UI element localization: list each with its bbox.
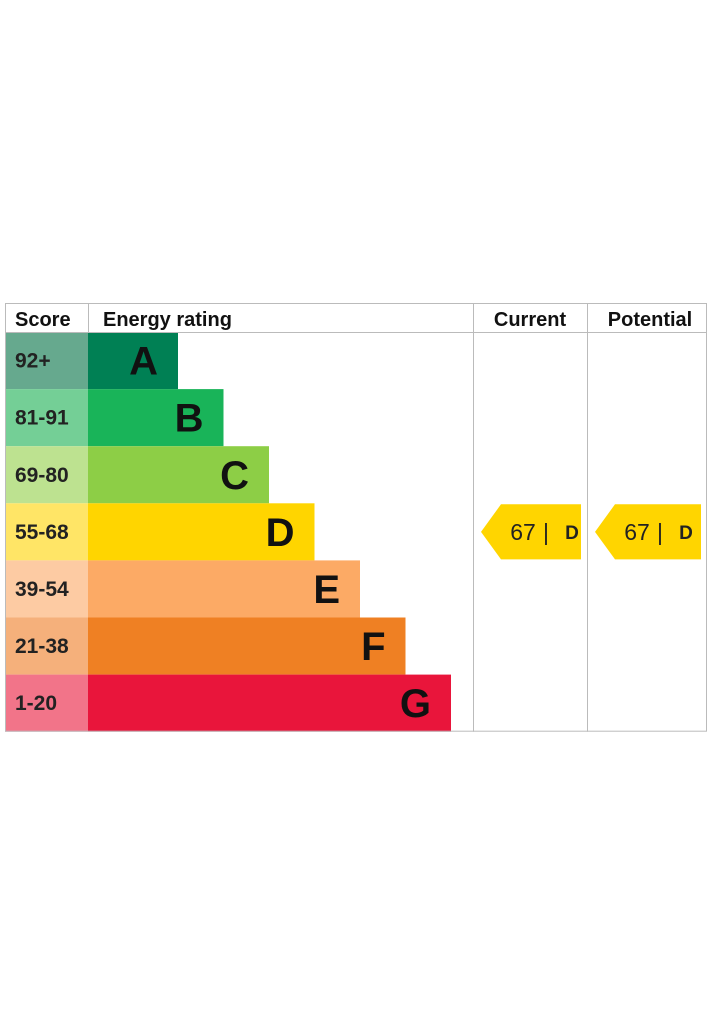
current-rating-separator: | (543, 519, 549, 545)
rating-bar-a (88, 332, 178, 390)
rating-bar-e (88, 560, 360, 618)
potential-rating-separator: | (657, 519, 663, 545)
score-label-c: 69-80 (15, 464, 69, 487)
score-cell-g (5, 674, 88, 732)
potential-column-header: Potential (608, 309, 692, 331)
current-rating-value: 67 (510, 519, 536, 545)
table-grid (5, 303, 707, 732)
score-cell-c (5, 446, 88, 504)
score-cell-e (5, 560, 88, 618)
rating-letter-f: F (361, 625, 385, 669)
current-rating-pointer (481, 504, 581, 560)
current-column-header: Current (494, 309, 567, 331)
score-cell-d (5, 503, 88, 561)
energy-rating-column-header: Energy rating (103, 309, 232, 331)
score-label-d: 55-68 (15, 521, 69, 544)
score-cell-a (5, 332, 88, 390)
rating-bar-g (88, 674, 451, 732)
rating-pointers: 67 | D 67 | D (481, 504, 701, 560)
column-headers: Score Energy rating Current Potential (15, 309, 692, 331)
score-cell-b (5, 389, 88, 447)
score-label-g: 1-20 (15, 692, 57, 715)
rating-bands: 92+ A 81-91 B 69-80 C 55-68 D 39-54 E 21-38 F 1-20 G (5, 332, 451, 732)
score-label-b: 81-91 (15, 407, 69, 430)
table-border (5, 303, 707, 732)
score-cell-f (5, 617, 88, 675)
rating-bar-b (88, 389, 224, 447)
rating-bar-c (88, 446, 269, 504)
rating-bar-f (88, 617, 406, 675)
rating-letter-c: C (220, 454, 249, 498)
rating-letter-a: A (129, 340, 158, 384)
score-label-f: 21-38 (15, 635, 69, 658)
rating-letter-d: D (266, 511, 295, 555)
potential-rating-pointer (595, 504, 701, 560)
rating-letter-e: E (313, 568, 340, 612)
score-label-a: 92+ (15, 350, 51, 373)
rating-letter-b: B (175, 397, 204, 441)
current-rating-letter: D (565, 523, 579, 544)
score-column-header: Score (15, 309, 71, 331)
potential-rating-value: 67 (624, 519, 650, 545)
potential-rating-letter: D (679, 523, 693, 544)
rating-letter-g: G (400, 682, 431, 726)
rating-bar-d (88, 503, 315, 561)
score-label-e: 39-54 (15, 578, 69, 601)
